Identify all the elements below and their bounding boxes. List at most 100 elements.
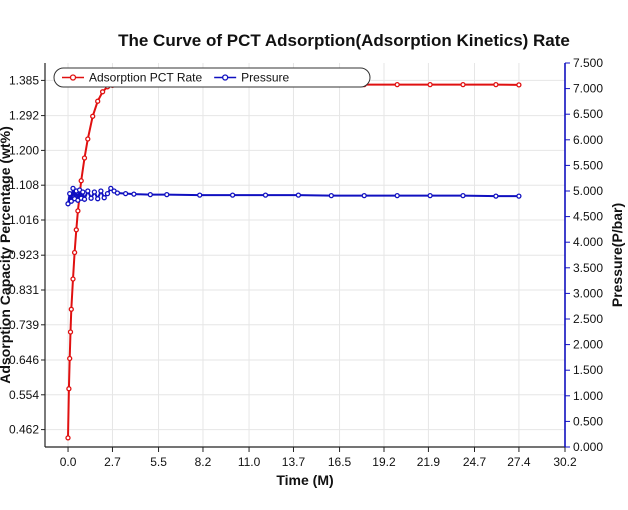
data-point-adsorption-pct-rate [75, 208, 81, 214]
y2-tick-label: 1.500 [573, 363, 603, 377]
data-point-pressure [460, 192, 466, 199]
x-tick-label: 11.0 [238, 455, 261, 469]
x-tick-label: 0.0 [60, 455, 77, 469]
data-point-pressure [122, 190, 129, 197]
y-axis-label: Adsorption Capacity Percentage (wt%) [0, 126, 13, 384]
data-point-adsorption-pct-rate [516, 82, 522, 88]
data-point-pressure [229, 192, 236, 198]
data-point-adsorption-pct-rate [427, 81, 433, 88]
y-tick-label: 0.923 [9, 248, 39, 262]
data-point-pressure [262, 192, 269, 198]
data-point-adsorption-pct-rate [394, 81, 400, 88]
data-point-pressure [88, 195, 94, 201]
data-point-pressure [108, 185, 114, 192]
y2-tick-label: 4.000 [573, 235, 603, 249]
legend-box [53, 67, 371, 88]
x-tick-label: 8.2 [195, 455, 212, 469]
y-tick-label: 1.108 [9, 178, 39, 192]
data-point-pressure [197, 192, 203, 198]
x-tick-label: 16.5 [328, 455, 352, 469]
data-point-adsorption-pct-rate [460, 81, 466, 88]
y2-tick-label: 3.500 [573, 261, 603, 275]
y2-tick-label: 3.000 [573, 286, 603, 300]
data-point-pressure [147, 191, 153, 198]
y2-tick-label: 4.500 [573, 210, 603, 224]
data-point-pressure [131, 191, 137, 197]
data-point-adsorption-pct-rate [70, 276, 76, 282]
y-tick-label: 0.462 [9, 423, 39, 437]
data-point-pressure [427, 192, 433, 199]
y2-tick-label: 7.500 [573, 56, 603, 70]
y2-tick-label: 7.000 [573, 82, 603, 96]
data-point-adsorption-pct-rate [493, 81, 499, 88]
data-point-pressure [295, 192, 302, 198]
data-point-pressure [80, 189, 86, 195]
data-point-pressure [493, 193, 499, 199]
y-tick-label: 1.016 [9, 213, 39, 227]
data-point-pressure [114, 190, 121, 196]
y-tick-label: 0.646 [9, 353, 39, 367]
legend-label-pressure: Pressure [241, 71, 289, 85]
data-point-pressure [101, 195, 107, 201]
y2-tick-label: 6.500 [573, 107, 603, 121]
data-point-pressure [328, 192, 334, 199]
data-point-adsorption-pct-rate [95, 98, 101, 104]
data-point-pressure [95, 196, 101, 202]
data-point-adsorption-pct-rate [81, 155, 88, 161]
y-tick-label: 0.739 [9, 318, 39, 332]
y-tick-label: 1.200 [9, 143, 39, 157]
x-tick-label: 2.7 [104, 455, 121, 469]
y2-axis-label: Pressure(P/bar) [609, 203, 625, 307]
x-tick-label: 19.2 [372, 455, 396, 469]
data-point-adsorption-pct-rate [78, 178, 84, 184]
legend-marker-pressure [222, 74, 229, 81]
data-point-adsorption-pct-rate [85, 136, 91, 142]
y2-tick-label: 5.000 [573, 184, 603, 198]
data-point-pressure [516, 193, 522, 199]
data-point-adsorption-pct-rate [67, 329, 74, 335]
data-point-pressure [91, 189, 98, 195]
x-axis-label: Time (M) [276, 472, 333, 488]
y2-tick-label: 2.500 [573, 312, 603, 326]
y2-tick-label: 0.000 [573, 440, 603, 454]
x-tick-label: 21.9 [417, 455, 441, 469]
y2-tick-label: 0.500 [573, 414, 603, 428]
data-point-pressure [361, 192, 367, 199]
y-tick-label: 0.831 [9, 283, 39, 297]
x-tick-label: 27.4 [507, 455, 531, 469]
data-point-adsorption-pct-rate [73, 227, 79, 233]
data-point-pressure [70, 185, 76, 192]
data-point-pressure [85, 188, 91, 194]
x-tick-label: 24.7 [463, 455, 487, 469]
data-point-pressure [104, 190, 111, 197]
data-point-pressure [68, 198, 74, 204]
data-point-pressure [67, 190, 73, 197]
legend-label-adsorption-pct-rate: Adsorption PCT Rate [89, 71, 202, 85]
x-tick-label: 5.5 [150, 455, 167, 469]
data-point-adsorption-pct-rate [66, 386, 72, 392]
data-point-adsorption-pct-rate [99, 89, 106, 95]
y2-tick-label: 1.000 [573, 389, 603, 403]
data-point-pressure [65, 201, 71, 207]
x-tick-label: 30.2 [553, 455, 577, 469]
data-point-pressure [394, 192, 400, 199]
data-point-adsorption-pct-rate [71, 249, 78, 256]
legend-marker-adsorption-pct-rate [69, 74, 77, 81]
y2-tick-label: 6.000 [573, 133, 603, 147]
data-point-adsorption-pct-rate [68, 306, 74, 312]
data-point-pressure [164, 191, 170, 198]
y-tick-label: 0.554 [9, 388, 39, 402]
y2-tick-label: 5.500 [573, 158, 603, 172]
data-point-adsorption-pct-rate [65, 435, 71, 441]
y-tick-label: 1.385 [9, 73, 39, 87]
data-point-adsorption-pct-rate [90, 113, 96, 119]
y-tick-label: 1.292 [9, 109, 39, 123]
x-tick-label: 13.7 [282, 455, 306, 469]
data-point-pressure [98, 188, 104, 194]
chart-title: The Curve of PCT Adsorption(Adsorption K… [118, 31, 570, 50]
data-point-pressure [81, 196, 88, 202]
y2-tick-label: 2.000 [573, 338, 603, 352]
data-point-adsorption-pct-rate [67, 355, 73, 362]
